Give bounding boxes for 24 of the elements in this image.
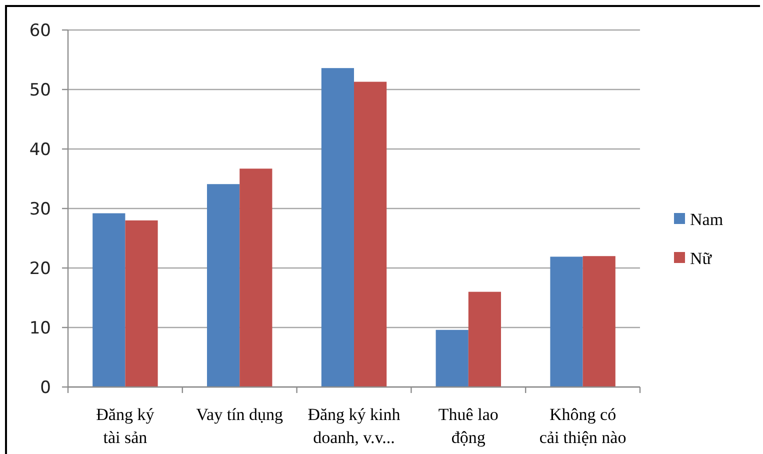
x-tick-label: Không có cải thiện nào <box>539 405 626 447</box>
y-tick-label: 60 <box>29 20 51 41</box>
bar <box>321 68 354 387</box>
bar <box>436 330 468 387</box>
y-tick-label: 30 <box>29 199 51 220</box>
bar <box>92 213 126 387</box>
legend-label: Nữ <box>690 248 712 268</box>
x-tick-label: Đăng ký kinh doanh, v.v... <box>308 405 401 447</box>
y-tick-label: 50 <box>29 80 51 100</box>
bar <box>468 292 502 387</box>
y-tick-label: 0 <box>40 378 51 398</box>
bar <box>550 256 583 387</box>
bar <box>582 256 616 387</box>
x-tick-label: Vay tín dụng <box>196 405 284 424</box>
legend-label: Nam <box>690 210 724 229</box>
bar <box>125 220 158 387</box>
x-tick-label: Đăng ký tài sản <box>96 405 155 447</box>
bar <box>240 168 272 387</box>
y-tick-label: 20 <box>29 258 51 279</box>
bar <box>354 82 387 387</box>
x-tick-label: Thuê lao động <box>438 405 498 447</box>
y-tick-label: 10 <box>29 318 51 338</box>
bar <box>206 184 240 387</box>
y-tick-label: 40 <box>29 140 51 160</box>
